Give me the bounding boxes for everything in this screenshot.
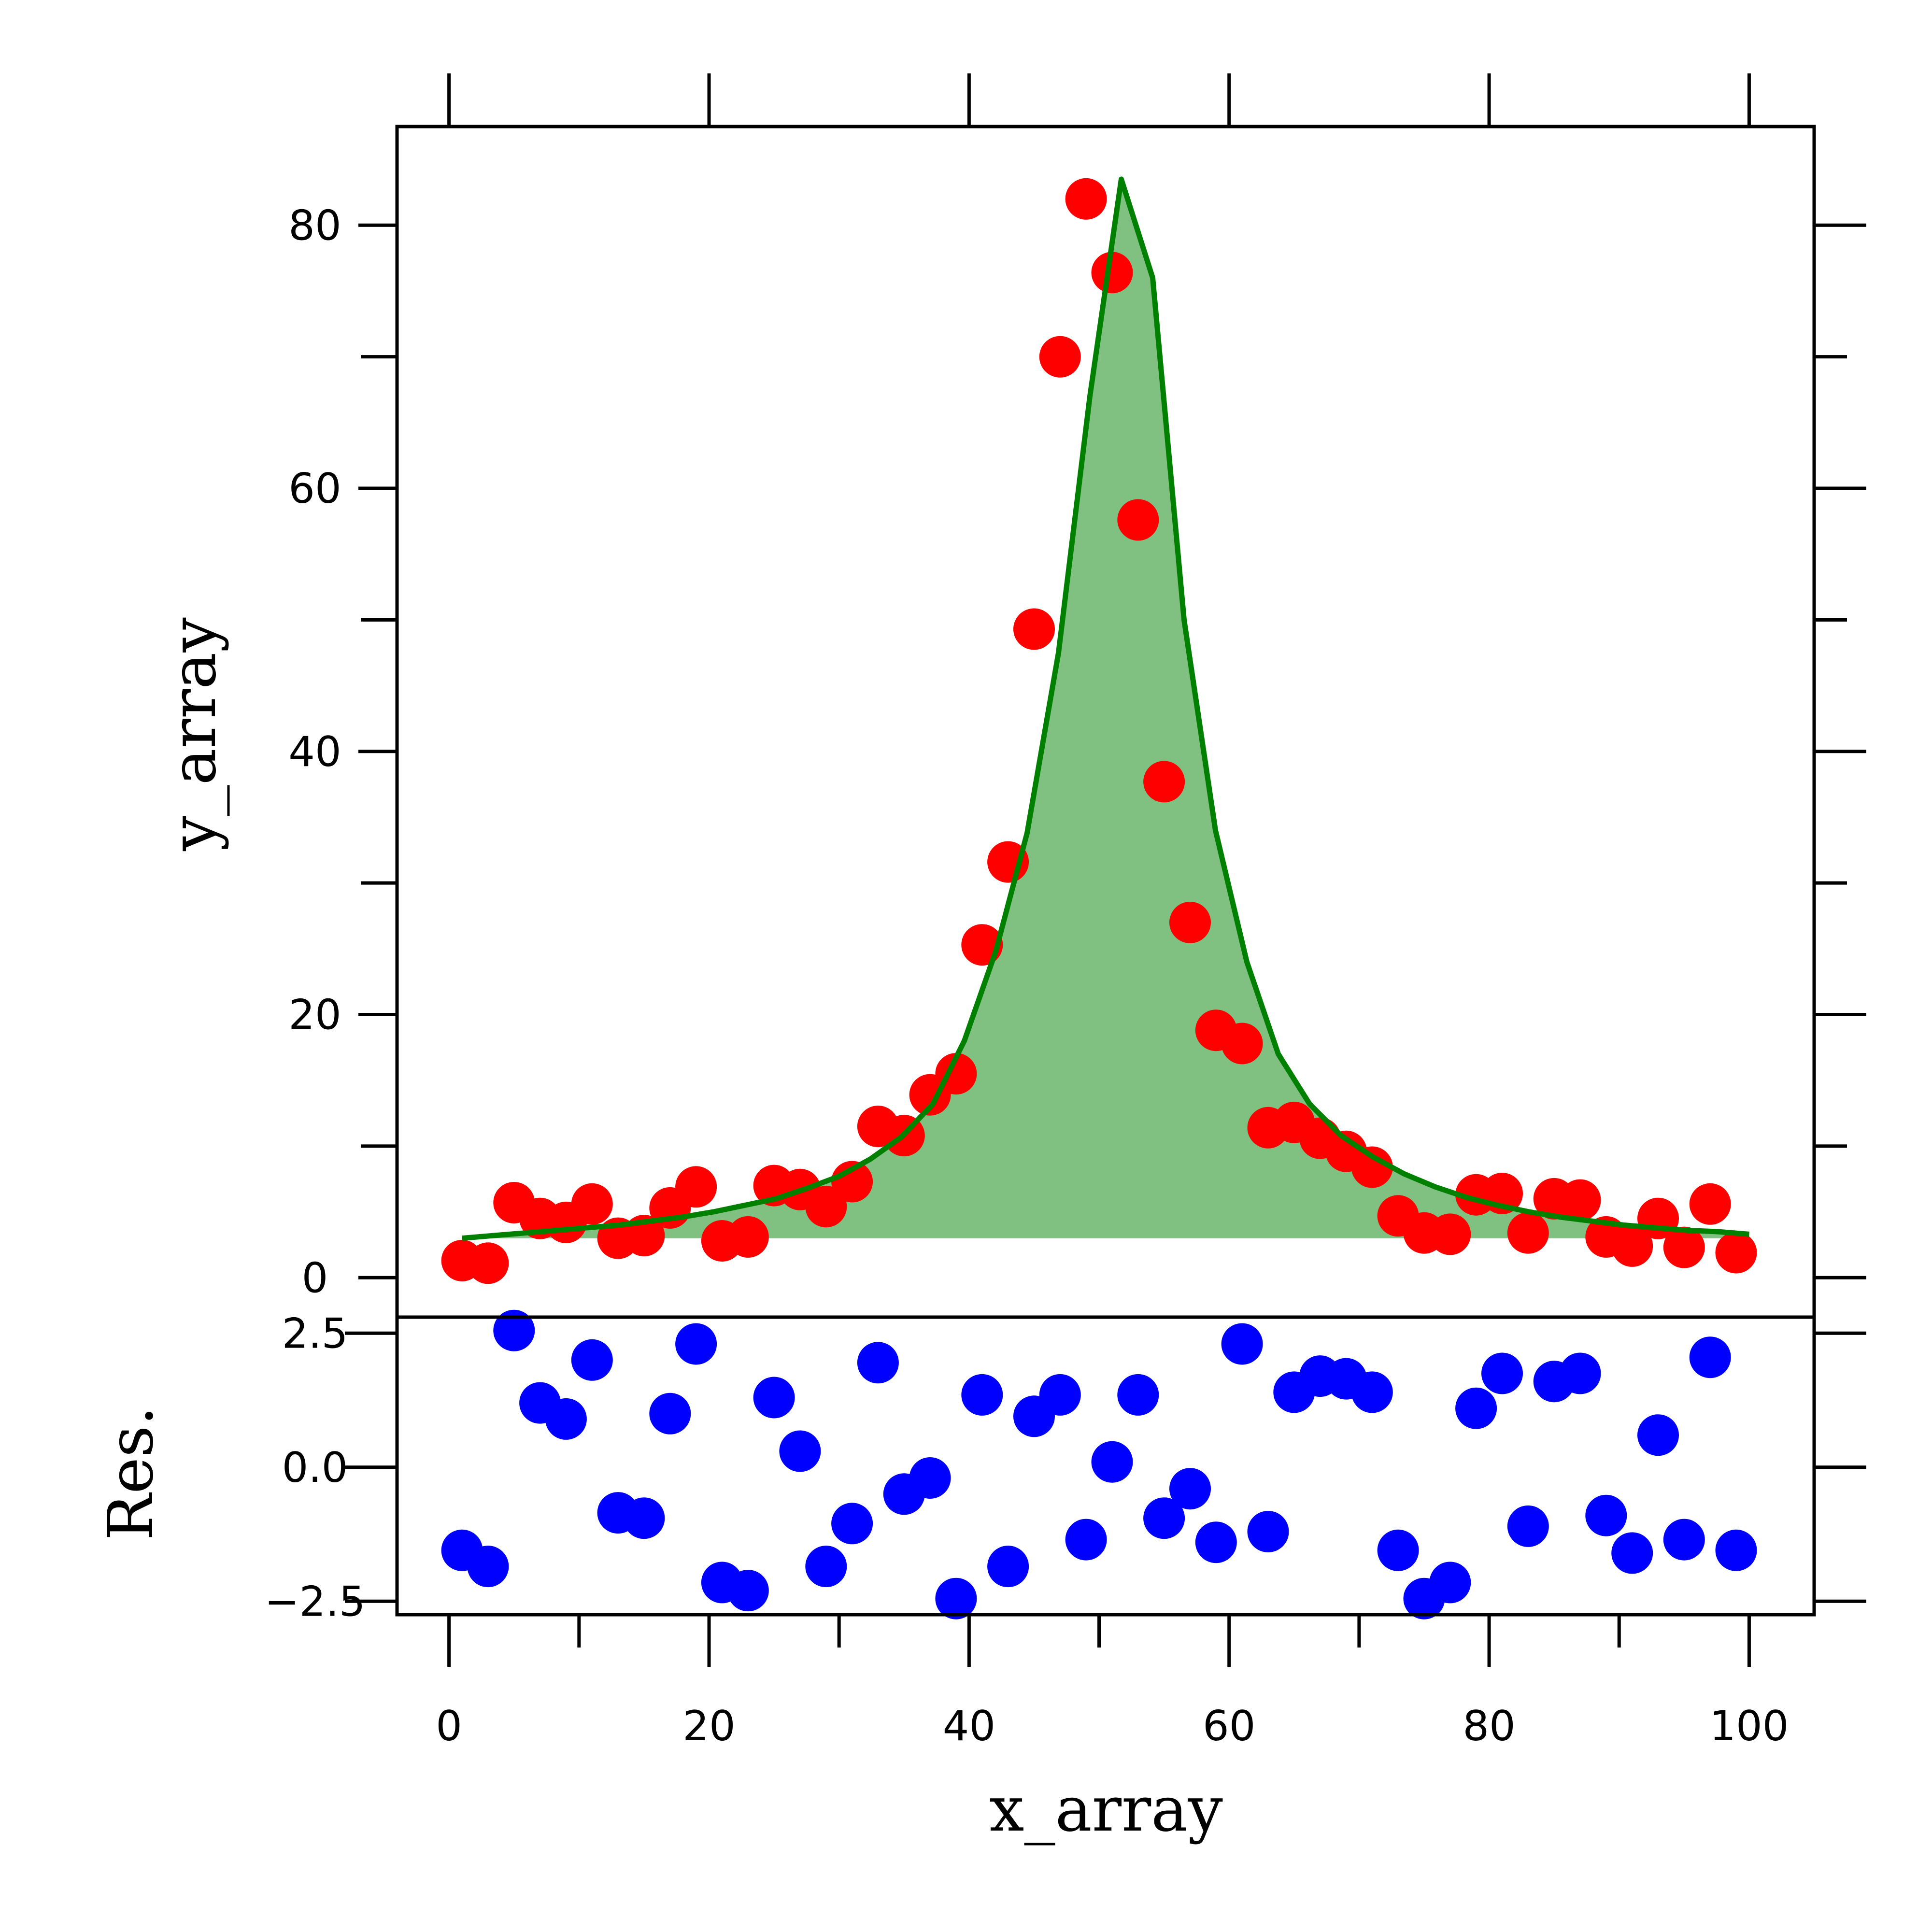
data-point: [1429, 1213, 1471, 1255]
residual-point: [649, 1392, 691, 1435]
residual-point: [935, 1577, 977, 1619]
x-tick-label: 60: [1203, 1702, 1255, 1750]
y-axis-title-main: y_array: [158, 617, 230, 852]
data-point: [1143, 761, 1185, 803]
residual-point: [545, 1398, 587, 1440]
residual-point: [1091, 1441, 1133, 1483]
data-point: [1559, 1179, 1601, 1221]
res-y-tick-label: 2.5: [282, 1309, 348, 1358]
data-point: [1221, 1023, 1263, 1065]
data-point: [1689, 1183, 1731, 1225]
residual-point: [987, 1546, 1029, 1588]
data-point: [1611, 1225, 1653, 1267]
residual-point: [727, 1570, 769, 1612]
residual-point: [753, 1377, 795, 1419]
residual-point: [1169, 1468, 1211, 1510]
residual-point: [805, 1546, 847, 1588]
y-tick-label: 80: [288, 201, 341, 250]
data-point: [831, 1161, 873, 1203]
data-point: [1507, 1212, 1549, 1254]
data-point: [1351, 1146, 1393, 1188]
residual-point: [1455, 1387, 1497, 1429]
residual-point: [1039, 1374, 1081, 1416]
residual-point: [1065, 1519, 1107, 1561]
residual-point: [1221, 1323, 1263, 1365]
residual-point: [831, 1503, 873, 1545]
residual-point: [493, 1309, 535, 1351]
residual-point: [623, 1497, 665, 1539]
residual-point: [1715, 1529, 1757, 1571]
fit-line: [462, 176, 1749, 1241]
x-tick-label: 100: [1709, 1702, 1789, 1750]
residual-point: [675, 1323, 717, 1365]
residual-point: [1429, 1562, 1471, 1604]
residual-point: [909, 1457, 951, 1499]
residual-point: [1663, 1519, 1705, 1561]
data-point: [1117, 499, 1159, 541]
data-point: [571, 1183, 613, 1225]
data-point: [1013, 608, 1055, 650]
data-point: [1039, 336, 1081, 378]
residual-point: [571, 1339, 613, 1381]
residual-point: [1481, 1352, 1523, 1394]
x-tick-label: 20: [682, 1702, 735, 1750]
residual-point: [857, 1342, 899, 1384]
residual-point: [1585, 1494, 1627, 1536]
res-y-tick-label: −2.5: [265, 1577, 366, 1626]
data-point: [1169, 901, 1211, 943]
residual-point: [779, 1430, 821, 1472]
data-point: [1663, 1226, 1705, 1268]
residual-point: [1689, 1336, 1731, 1378]
data-point: [1715, 1232, 1757, 1274]
x-tick-label: 40: [943, 1702, 995, 1750]
y-axis-title-residual: Res.: [95, 1406, 167, 1541]
y-tick-label: 40: [288, 728, 341, 776]
residual-point: [467, 1546, 509, 1588]
data-point: [1065, 178, 1107, 220]
residual-point: [1351, 1371, 1393, 1413]
y-tick-label: 20: [288, 991, 341, 1039]
residual-point: [1195, 1521, 1237, 1563]
res-y-tick-label: 0.0: [282, 1444, 348, 1492]
residual-point: [1507, 1505, 1549, 1547]
residual-point: [1611, 1532, 1653, 1574]
residual-point: [1247, 1511, 1289, 1552]
residual-point: [1143, 1497, 1185, 1539]
y-tick-label: 60: [288, 465, 341, 513]
data-point: [467, 1242, 509, 1284]
residual-point: [1637, 1414, 1679, 1456]
main-panel: 0 20 40 60 80: [288, 73, 1866, 1319]
x-tick-label: 0: [436, 1702, 462, 1750]
residual-panel: −2.5 0.0 2.5 0 20 40 60 80 100: [265, 1309, 1866, 1750]
data-point: [1091, 252, 1133, 294]
x-tick-label: 80: [1463, 1702, 1515, 1750]
data-point: [805, 1186, 847, 1228]
residual-point: [961, 1374, 1003, 1416]
y-tick-label: 0: [302, 1254, 328, 1302]
residual-point: [1559, 1352, 1601, 1394]
residual-point: [1117, 1374, 1159, 1416]
data-point: [727, 1216, 769, 1258]
residual-point: [1377, 1529, 1419, 1571]
data-point: [675, 1166, 717, 1208]
fit-fill-area: [462, 179, 1749, 1238]
x-axis-title: x_array: [989, 1774, 1223, 1846]
